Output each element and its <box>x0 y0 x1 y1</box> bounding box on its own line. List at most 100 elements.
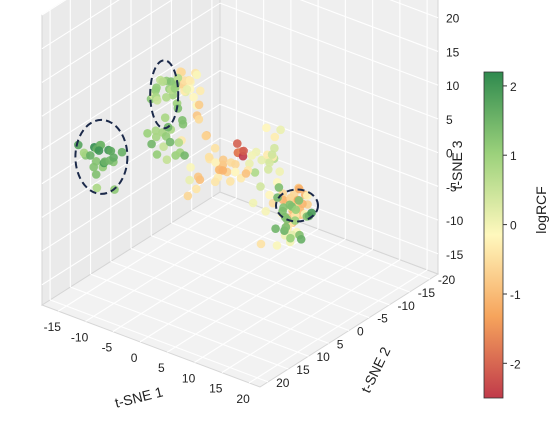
scatter-point <box>194 100 204 110</box>
back-grid-z <box>219 103 439 187</box>
colorbar-tick-label: 1 <box>510 149 517 163</box>
z-tick-label: -15 <box>446 248 464 262</box>
z-tick-label: 15 <box>446 45 460 59</box>
back-grid-z <box>219 70 439 154</box>
x-tick-label: 5 <box>158 361 165 375</box>
scatter-point <box>92 183 102 193</box>
left-grid-z <box>41 2 221 117</box>
scatter-point <box>265 190 274 200</box>
scatter-point <box>281 222 291 232</box>
scatter-point <box>89 162 98 172</box>
floor-grid-y <box>191 209 410 293</box>
scatter-point <box>218 155 228 165</box>
left-grid-z <box>41 0 173 83</box>
scatter-point <box>262 123 271 133</box>
colorbar-tick-label: -1 <box>510 288 521 302</box>
scatter-point <box>91 170 101 179</box>
x-tick-label: 10 <box>182 371 196 385</box>
scatter-point <box>174 138 184 147</box>
colorbar: 2 1 0 -1 -2 logRCF <box>483 71 549 399</box>
scatter-point <box>195 175 205 184</box>
x-tick-label: -15 <box>44 320 62 334</box>
scatter-point <box>233 139 242 148</box>
scatter-point <box>274 183 284 192</box>
scatter-point <box>278 206 287 216</box>
scatter-point <box>192 184 201 194</box>
scatter-point <box>183 191 193 201</box>
floor-grid-y <box>130 247 350 332</box>
cluster-ellipse-upper <box>149 59 180 130</box>
scatter-point <box>151 126 161 135</box>
scatter-point <box>158 77 167 86</box>
scatter-point <box>296 235 306 244</box>
y-tick-label: 20 <box>276 376 290 390</box>
scatter-point <box>247 151 257 160</box>
x-tick-label: 15 <box>209 382 223 396</box>
scatter-point <box>204 152 214 162</box>
axis-gridlines <box>41 0 439 384</box>
scatter-point <box>257 155 267 165</box>
scatter-point <box>256 239 266 249</box>
scatter-point <box>231 167 240 177</box>
scatter-point <box>178 116 187 125</box>
scatter-point <box>270 132 280 142</box>
scatter-point <box>291 205 301 214</box>
left-grid-z <box>41 36 221 151</box>
scatter-point <box>162 155 172 164</box>
x-tick-label: -5 <box>102 341 113 355</box>
scatter-point <box>290 216 300 225</box>
z-axis-label: t-SNE 3 <box>449 140 465 189</box>
scatter-point <box>210 143 220 153</box>
scatter-point <box>231 160 240 169</box>
cluster-ellipse-right-orange <box>275 188 319 223</box>
scatter-point <box>162 93 171 102</box>
scatter-point <box>307 208 316 218</box>
scatter-point <box>160 113 170 122</box>
scatter-point <box>143 129 152 138</box>
back-grid-z <box>389 0 439 19</box>
scatter-point <box>106 146 116 156</box>
scatter-point <box>165 137 175 147</box>
scatter-point <box>159 142 168 151</box>
scatter-point <box>256 182 265 191</box>
y-tick-label: -15 <box>418 286 436 300</box>
left-grid-z <box>41 137 221 252</box>
y-tick-label: 10 <box>317 350 331 364</box>
scatter-point <box>151 86 160 95</box>
scatter-point <box>109 153 118 162</box>
scatter-point <box>264 165 273 174</box>
scatter-point <box>210 177 220 187</box>
scatter-point <box>182 85 192 94</box>
back-grid-z <box>219 171 439 255</box>
scatter-point <box>245 159 254 168</box>
colorbar-tick-label: 0 <box>510 219 517 233</box>
back-grid-z <box>299 0 439 52</box>
z-tick-label: -5 <box>446 180 457 194</box>
scatter-point <box>189 92 198 102</box>
floor-grid-y <box>110 260 329 344</box>
cluster-highlight-ellipses <box>74 59 319 223</box>
scatter-point <box>152 96 162 105</box>
floor-grid-y <box>211 196 431 280</box>
scatter-point <box>151 132 161 142</box>
y-tick-label: 15 <box>296 363 310 377</box>
y-tick-label: -5 <box>377 312 388 326</box>
scatter-point <box>192 70 202 80</box>
colorbar-tick-label: -2 <box>510 357 521 371</box>
x-tick-label: -10 <box>71 330 89 344</box>
floor-grid-y <box>171 222 390 306</box>
y-tick-label: -20 <box>438 273 456 287</box>
z-tick-label: -10 <box>446 214 464 228</box>
colorbar-ticks: 2 1 0 -1 -2 <box>503 80 521 371</box>
scatter-point <box>267 150 277 159</box>
z-tick-label: 20 <box>446 12 460 26</box>
x-tick-label: 0 <box>131 351 138 365</box>
scatter-point <box>248 198 258 208</box>
cluster-ellipse-left <box>74 118 129 195</box>
scatter-point <box>265 158 274 167</box>
left-grid-z <box>41 0 120 50</box>
left-grid-z <box>41 103 221 218</box>
x-axis-label: t-SNE 1 <box>113 383 165 410</box>
scatter-point <box>272 241 282 250</box>
